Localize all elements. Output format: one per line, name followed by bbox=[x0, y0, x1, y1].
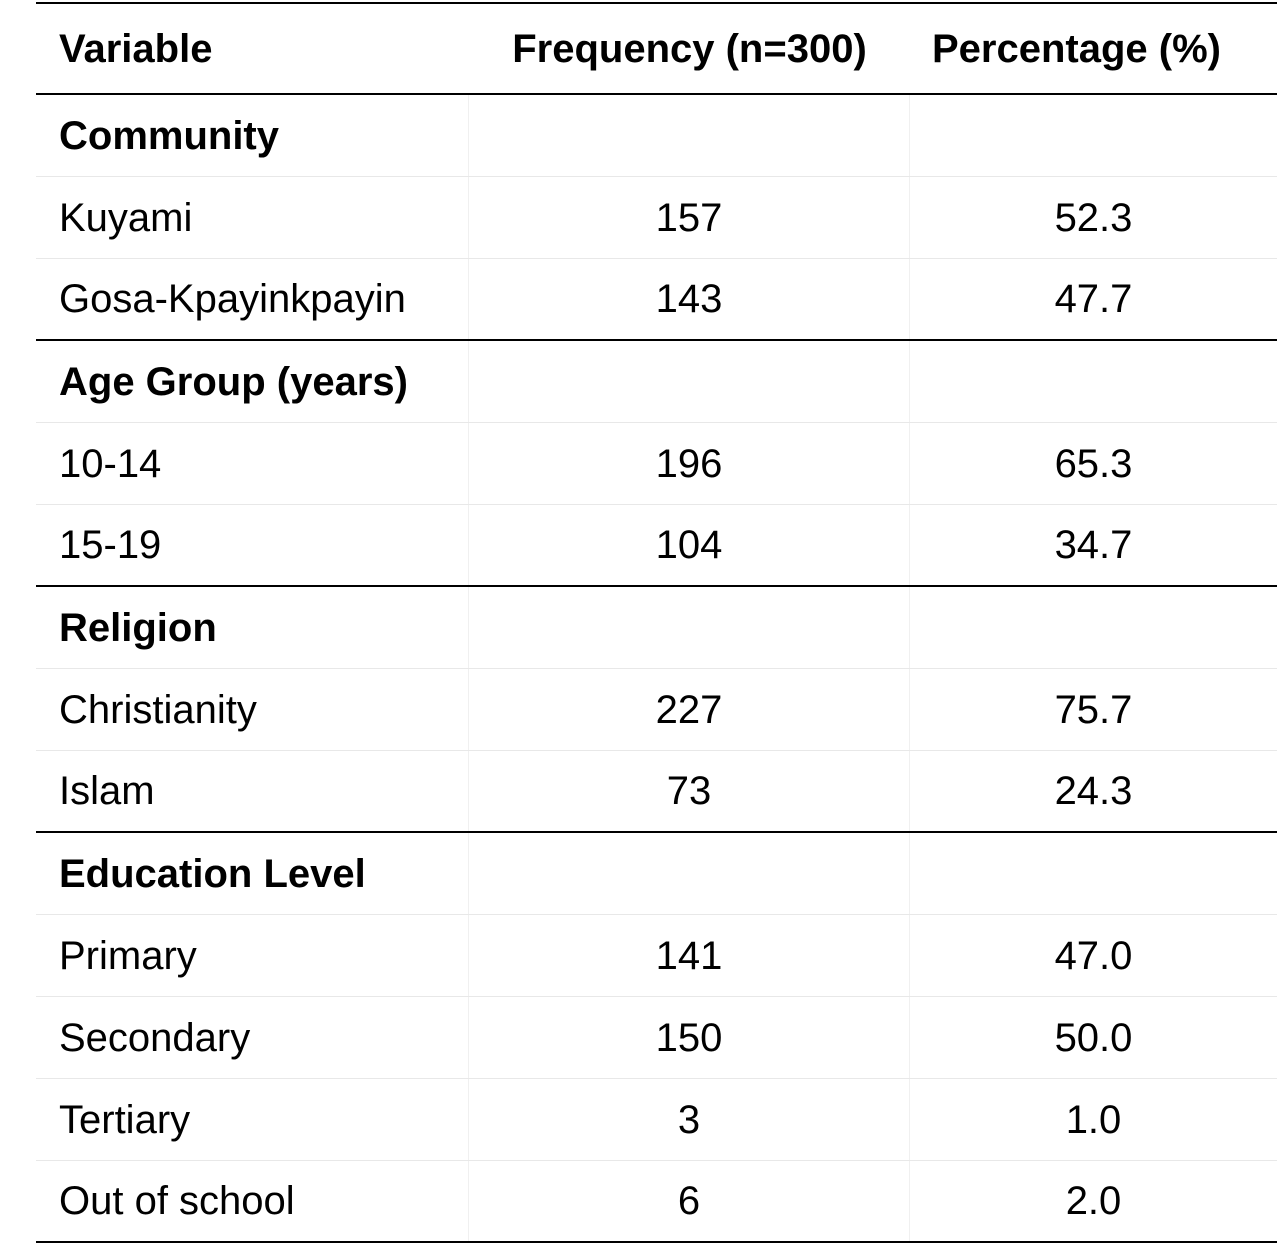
variable-cell: Christianity bbox=[36, 669, 469, 750]
table-row: Secondary 150 50.0 bbox=[36, 997, 1277, 1079]
percentage-cell: 50.0 bbox=[1054, 1015, 1133, 1060]
demographics-table: Variable Frequency (n=300) Percentage (%… bbox=[36, 2, 1277, 1243]
frequency-cell: 157 bbox=[469, 177, 910, 258]
percentage-cell: 1.0 bbox=[1065, 1097, 1122, 1142]
percentage-cell: 47.0 bbox=[1054, 933, 1133, 978]
frequency-cell: 6 bbox=[469, 1161, 910, 1241]
percentage-cell: 52.3 bbox=[1054, 195, 1133, 240]
section-row-education-level: Education Level bbox=[36, 833, 1277, 915]
frequency-cell: 104 bbox=[469, 505, 910, 585]
table-row: Out of school 6 2.0 bbox=[36, 1161, 1277, 1243]
section-title: Religion bbox=[36, 587, 469, 668]
variable-cell: Secondary bbox=[36, 997, 469, 1078]
section-row-age-group: Age Group (years) bbox=[36, 341, 1277, 423]
table-row: Primary 141 47.0 bbox=[36, 915, 1277, 997]
header-variable: Variable bbox=[59, 26, 213, 71]
frequency-cell: 227 bbox=[469, 669, 910, 750]
variable-cell: 15-19 bbox=[36, 505, 469, 585]
section-title: Education Level bbox=[36, 833, 469, 914]
table-header-row: Variable Frequency (n=300) Percentage (%… bbox=[36, 4, 1277, 95]
header-frequency: Frequency (n=300) bbox=[512, 26, 867, 71]
empty-cell bbox=[469, 833, 910, 914]
variable-cell: Kuyami bbox=[36, 177, 469, 258]
frequency-cell: 196 bbox=[469, 423, 910, 504]
section-row-community: Community bbox=[36, 95, 1277, 177]
table-row: Islam 73 24.3 bbox=[36, 751, 1277, 833]
empty-cell bbox=[469, 341, 910, 422]
empty-cell bbox=[910, 833, 1277, 914]
table-row: Gosa-Kpayinkpayin 143 47.7 bbox=[36, 259, 1277, 341]
header-percentage: Percentage (%) bbox=[932, 26, 1221, 71]
table-row: 10-14 196 65.3 bbox=[36, 423, 1277, 505]
variable-cell: Tertiary bbox=[36, 1079, 469, 1160]
frequency-cell: 150 bbox=[469, 997, 910, 1078]
empty-cell bbox=[469, 95, 910, 176]
frequency-cell: 143 bbox=[469, 259, 910, 339]
frequency-cell: 73 bbox=[469, 751, 910, 831]
variable-cell: Islam bbox=[36, 751, 469, 831]
variable-cell: Primary bbox=[36, 915, 469, 996]
frequency-cell: 141 bbox=[469, 915, 910, 996]
section-row-religion: Religion bbox=[36, 587, 1277, 669]
table-row: Christianity 227 75.7 bbox=[36, 669, 1277, 751]
table-row: Kuyami 157 52.3 bbox=[36, 177, 1277, 259]
frequency-cell: 3 bbox=[469, 1079, 910, 1160]
percentage-cell: 24.3 bbox=[1054, 769, 1133, 813]
section-title: Age Group (years) bbox=[36, 341, 469, 422]
table-row: 15-19 104 34.7 bbox=[36, 505, 1277, 587]
variable-cell: Out of school bbox=[36, 1161, 469, 1241]
percentage-cell: 2.0 bbox=[1065, 1179, 1122, 1223]
empty-cell bbox=[910, 341, 1277, 422]
variable-cell: 10-14 bbox=[36, 423, 469, 504]
percentage-cell: 75.7 bbox=[1054, 687, 1133, 732]
empty-cell bbox=[469, 587, 910, 668]
empty-cell bbox=[910, 587, 1277, 668]
percentage-cell: 65.3 bbox=[1054, 441, 1133, 486]
table-row: Tertiary 3 1.0 bbox=[36, 1079, 1277, 1161]
percentage-cell: 47.7 bbox=[1054, 277, 1133, 321]
percentage-cell: 34.7 bbox=[1054, 523, 1133, 567]
empty-cell bbox=[910, 95, 1277, 176]
section-title: Community bbox=[36, 95, 469, 176]
variable-cell: Gosa-Kpayinkpayin bbox=[36, 259, 469, 339]
